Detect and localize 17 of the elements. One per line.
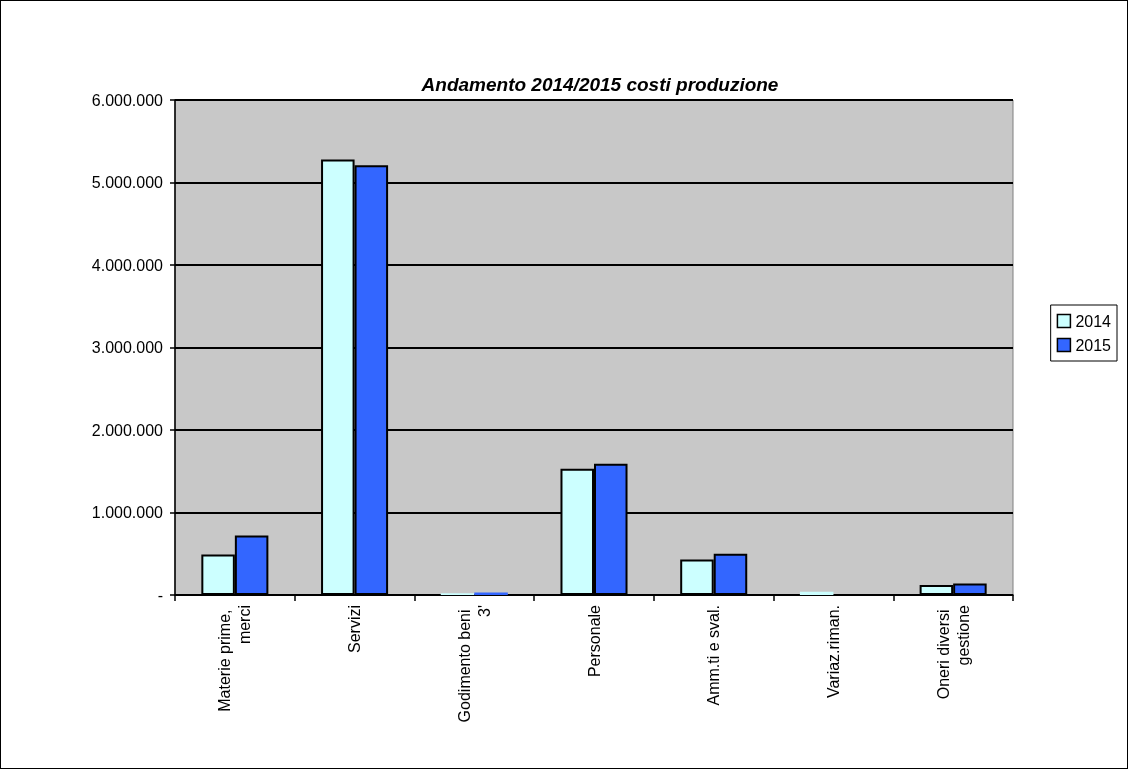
legend-label: 2015 <box>1075 336 1112 354</box>
x-tick-label: Materie prime, merci <box>216 605 254 712</box>
chart-title: Andamento 2014/2015 costi produzione <box>420 74 779 95</box>
y-tick-label: 3.000.000 <box>91 339 164 356</box>
y-tick-label: 6.000.000 <box>91 91 164 109</box>
y-tick-label: 2.000.000 <box>91 421 164 439</box>
x-tick-label: Amm.ti e sval. <box>705 605 723 706</box>
x-tick-label: Variaz.riman. <box>824 605 842 699</box>
y-tick-label: 5.000.000 <box>91 174 164 191</box>
x-tick-label: Oneri diversi gestione <box>934 604 972 700</box>
legend-label: 2014 <box>1075 312 1112 330</box>
y-tick-label: - <box>157 586 163 604</box>
y-tick-label: 4.000.000 <box>91 256 164 274</box>
x-tick-label: Servizi <box>346 605 364 654</box>
x-tick-label: Godimento beni 3' <box>455 605 493 723</box>
y-tick-label: 1.000.000 <box>91 504 164 521</box>
x-tick-label: Personale <box>585 604 603 678</box>
